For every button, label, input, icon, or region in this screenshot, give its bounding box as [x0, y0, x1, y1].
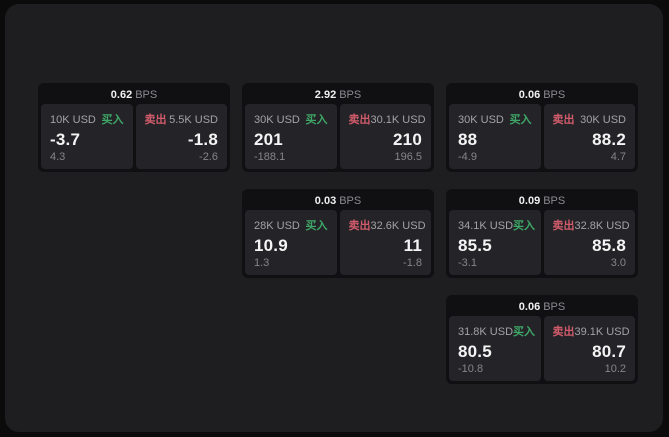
sell-price: 80.7	[592, 342, 626, 361]
sell-price: 88.2	[592, 130, 626, 149]
card-body: 28K USD 买入 10.9 1.3 卖出 32.6K USD 11 -1.8	[245, 210, 431, 275]
bps-unit: BPS	[135, 89, 158, 101]
sell-tile[interactable]: 卖出 30K USD 88.2 4.7	[543, 104, 635, 169]
card-body: 31.8K USD 买入 80.5 -10.8 卖出 39.1K USD 80.…	[449, 316, 635, 381]
bps-value: 0.62	[110, 89, 133, 101]
sell-delta: 4.7	[610, 151, 626, 163]
quote-card: 0.03 BPS 28K USD 买入 10.9 1.3 卖出 32.6K USD	[242, 189, 434, 278]
buy-price: -3.7	[50, 130, 81, 149]
sell-amount: 32.6K USD	[370, 220, 426, 232]
sell-tile[interactable]: 卖出 32.8K USD 85.8 3.0	[543, 210, 635, 275]
sell-tile[interactable]: 卖出 30.1K USD 210 196.5	[339, 104, 431, 169]
bps-value: 2.92	[314, 89, 337, 101]
buy-tile[interactable]: 34.1K USD 买入 85.5 -3.1	[449, 210, 541, 275]
card-header: 0.62 BPS	[41, 86, 227, 104]
sell-delta: -1.8	[403, 257, 422, 269]
buy-label: 买入	[101, 114, 124, 126]
quote-cards-grid: 0.62 BPS 10K USD 买入 -3.7 4.3 卖出 5.5K USD	[38, 83, 638, 384]
bps-unit: BPS	[543, 195, 566, 207]
buy-price: 85.5	[458, 236, 492, 255]
quote-card: 2.92 BPS 30K USD 买入 201 -188.1 卖出 30.1K U…	[242, 83, 434, 172]
buy-tile[interactable]: 10K USD 买入 -3.7 4.3	[41, 104, 133, 169]
buy-amount: 30K USD	[254, 114, 300, 126]
sell-label: 卖出	[144, 114, 167, 126]
buy-amount: 30K USD	[458, 114, 504, 126]
card-header: 0.03 BPS	[245, 192, 431, 210]
buy-tile[interactable]: 30K USD 买入 201 -188.1	[245, 104, 337, 169]
buy-price: 80.5	[458, 342, 492, 361]
sell-delta: -2.6	[199, 151, 218, 163]
buy-delta: 1.3	[254, 257, 270, 269]
sell-amount: 30K USD	[580, 114, 626, 126]
bps-value: 0.03	[314, 195, 337, 207]
bps-value: 0.06	[518, 89, 541, 101]
bps-unit: BPS	[339, 195, 362, 207]
bps-value: 0.06	[518, 301, 541, 313]
buy-price: 88	[458, 130, 478, 149]
buy-amount: 28K USD	[254, 220, 300, 232]
card-header: 0.09 BPS	[449, 192, 635, 210]
buy-amount: 34.1K USD	[458, 220, 514, 232]
buy-label: 买入	[305, 114, 328, 126]
buy-label: 买入	[509, 114, 532, 126]
sell-label: 卖出	[552, 220, 575, 232]
quote-card: 0.06 BPS 31.8K USD 买入 80.5 -10.8 卖出 39.1K…	[446, 295, 638, 384]
sell-price: 210	[393, 130, 422, 149]
buy-delta: -4.9	[458, 151, 477, 163]
card-body: 30K USD 买入 88 -4.9 卖出 30K USD 88.2 4.7	[449, 104, 635, 169]
bps-unit: BPS	[543, 89, 566, 101]
sell-delta: 196.5	[394, 151, 422, 163]
sell-amount: 39.1K USD	[574, 326, 630, 338]
sell-price: 85.8	[592, 236, 626, 255]
quote-card: 0.09 BPS 34.1K USD 买入 85.5 -3.1 卖出 32.8K …	[446, 189, 638, 278]
buy-delta: -10.8	[458, 363, 484, 375]
sell-label: 卖出	[348, 220, 371, 232]
buy-amount: 31.8K USD	[458, 326, 514, 338]
card-header: 0.06 BPS	[449, 86, 635, 104]
bps-unit: BPS	[339, 89, 362, 101]
buy-price: 201	[254, 130, 283, 149]
buy-tile[interactable]: 30K USD 买入 88 -4.9	[449, 104, 541, 169]
quote-card: 0.62 BPS 10K USD 买入 -3.7 4.3 卖出 5.5K USD	[38, 83, 230, 172]
sell-label: 卖出	[348, 114, 371, 126]
buy-label: 买入	[513, 220, 536, 232]
buy-tile[interactable]: 31.8K USD 买入 80.5 -10.8	[449, 316, 541, 381]
buy-label: 买入	[305, 220, 328, 232]
sell-price: 11	[403, 236, 422, 255]
quote-card: 0.06 BPS 30K USD 买入 88 -4.9 卖出 30K USD	[446, 83, 638, 172]
card-body: 10K USD 买入 -3.7 4.3 卖出 5.5K USD -1.8 -2.…	[41, 104, 227, 169]
sell-amount: 30.1K USD	[370, 114, 426, 126]
sell-label: 卖出	[552, 114, 575, 126]
buy-delta: -188.1	[254, 151, 286, 163]
sell-amount: 5.5K USD	[169, 114, 218, 126]
sell-tile[interactable]: 卖出 32.6K USD 11 -1.8	[339, 210, 431, 275]
buy-tile[interactable]: 28K USD 买入 10.9 1.3	[245, 210, 337, 275]
sell-tile[interactable]: 卖出 39.1K USD 80.7 10.2	[543, 316, 635, 381]
app-panel: 0.62 BPS 10K USD 买入 -3.7 4.3 卖出 5.5K USD	[5, 4, 663, 432]
card-body: 30K USD 买入 201 -188.1 卖出 30.1K USD 210 1…	[245, 104, 431, 169]
sell-price: -1.8	[187, 130, 218, 149]
buy-price: 10.9	[254, 236, 288, 255]
sell-tile[interactable]: 卖出 5.5K USD -1.8 -2.6	[135, 104, 227, 169]
bps-unit: BPS	[543, 301, 566, 313]
buy-label: 买入	[513, 326, 536, 338]
buy-delta: 4.3	[50, 151, 66, 163]
card-header: 0.06 BPS	[449, 298, 635, 316]
buy-amount: 10K USD	[50, 114, 96, 126]
card-header: 2.92 BPS	[245, 86, 431, 104]
sell-delta: 10.2	[604, 363, 626, 375]
card-body: 34.1K USD 买入 85.5 -3.1 卖出 32.8K USD 85.8…	[449, 210, 635, 275]
bps-value: 0.09	[518, 195, 541, 207]
sell-amount: 32.8K USD	[574, 220, 630, 232]
sell-label: 卖出	[552, 326, 575, 338]
buy-delta: -3.1	[458, 257, 477, 269]
sell-delta: 3.0	[610, 257, 626, 269]
